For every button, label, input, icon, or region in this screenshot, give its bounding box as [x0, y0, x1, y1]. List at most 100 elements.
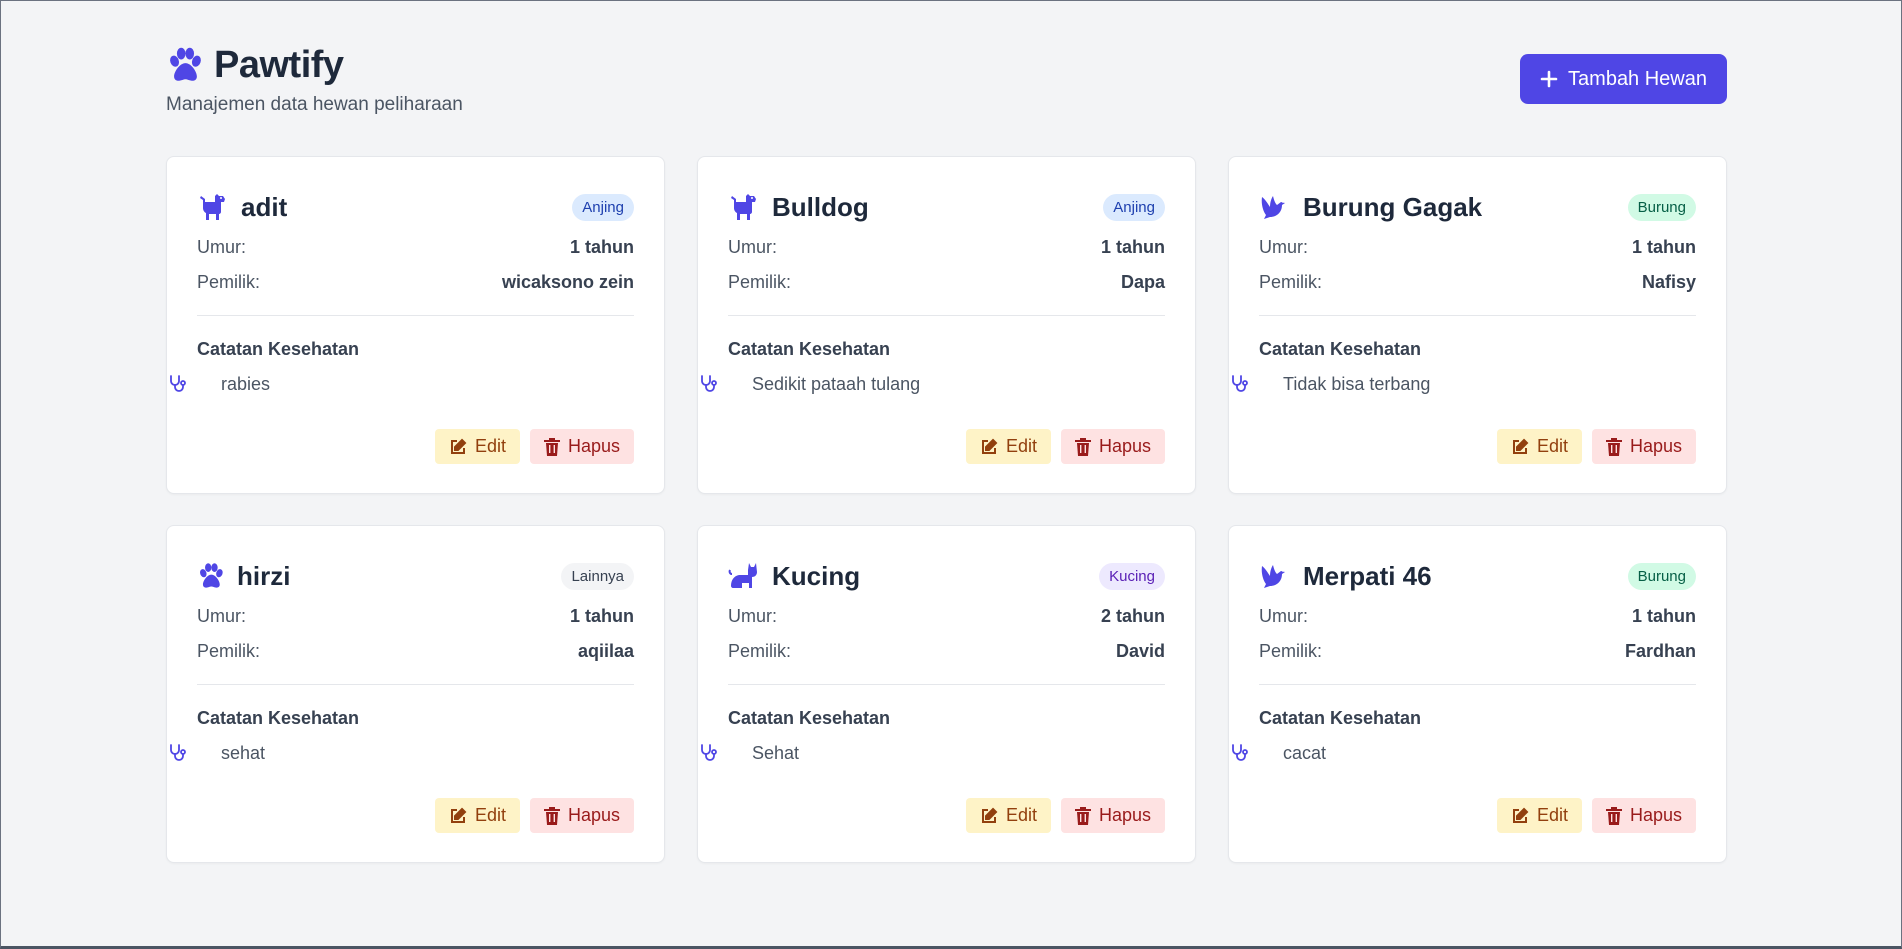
- divider: [728, 315, 1165, 316]
- trash-icon: [1605, 437, 1622, 456]
- trash-icon: [1074, 437, 1091, 456]
- stethoscope-icon: [167, 373, 189, 395]
- edit-label: Edit: [1005, 436, 1037, 456]
- pet-name: hirzi: [237, 560, 291, 591]
- health-notes-title: Catatan Kesehatan: [197, 708, 360, 728]
- card-title-wrap: hirzi: [197, 561, 290, 592]
- dove-icon: [1259, 560, 1291, 592]
- species-badge: Anjing: [572, 193, 634, 221]
- owner-label: Pemilik:: [728, 272, 792, 292]
- edit-label: Edit: [474, 805, 506, 825]
- owner-value: Fardhan: [1624, 641, 1696, 661]
- age-label: Umur:: [1259, 606, 1308, 626]
- edit-button[interactable]: Edit: [434, 429, 520, 464]
- owner-row: Pemilik: Nafisy: [1259, 272, 1696, 297]
- edit-label: Edit: [1536, 805, 1568, 825]
- age-value: 1 tahun: [1631, 237, 1696, 257]
- card-header: Burung Gagak Burung: [1259, 187, 1696, 227]
- app-container: Pawtify Manajemen data hewan peliharaan …: [166, 40, 1727, 863]
- card-actions: Edit Hapus: [965, 798, 1165, 833]
- edit-icon: [449, 438, 467, 456]
- age-value: 1 tahun: [1631, 606, 1696, 626]
- stethoscope-icon: [1229, 742, 1251, 764]
- health-note-text: cacat: [1283, 742, 1327, 763]
- delete-button[interactable]: Hapus: [1060, 429, 1165, 464]
- card-header: hirzi Lainnya: [197, 556, 634, 596]
- card-actions: Edit Hapus: [965, 429, 1165, 464]
- divider: [728, 684, 1165, 685]
- age-row: Umur: 1 tahun: [728, 237, 1165, 262]
- trash-icon: [1074, 806, 1091, 825]
- pet-card-4: hirzi Lainnya Umur: 1 tahun Pemilik: aqi…: [166, 525, 665, 863]
- delete-label: Hapus: [567, 436, 620, 456]
- age-value: 1 tahun: [1100, 237, 1165, 257]
- pet-name: Burung Gagak: [1303, 191, 1483, 222]
- edit-label: Edit: [474, 436, 506, 456]
- health-notes-title: Catatan Kesehatan: [1259, 708, 1422, 728]
- pet-card-5: Kucing Kucing Umur: 2 tahun Pemilik: Dav…: [697, 525, 1196, 863]
- edit-button[interactable]: Edit: [1496, 429, 1582, 464]
- plus-icon: [1540, 70, 1558, 88]
- add-pet-button[interactable]: Tambah Hewan: [1520, 54, 1727, 104]
- paw-icon: [197, 562, 225, 590]
- brand: Pawtify Manajemen data hewan peliharaan: [166, 40, 463, 116]
- health-notes-title: Catatan Kesehatan: [1259, 339, 1422, 359]
- trash-icon: [543, 806, 560, 825]
- age-value: 1 tahun: [569, 237, 634, 257]
- delete-button[interactable]: Hapus: [529, 429, 634, 464]
- delete-label: Hapus: [1098, 805, 1151, 825]
- card-header: Merpati 46 Burung: [1259, 556, 1696, 596]
- pet-name: Bulldog: [772, 191, 869, 222]
- edit-button[interactable]: Edit: [965, 798, 1051, 833]
- health-note-text: sehat: [221, 742, 266, 763]
- health-note: Sedikit pataah tulang: [698, 372, 1165, 396]
- edit-button[interactable]: Edit: [434, 798, 520, 833]
- edit-button[interactable]: Edit: [1496, 798, 1582, 833]
- age-row: Umur: 1 tahun: [197, 606, 634, 631]
- edit-button[interactable]: Edit: [965, 429, 1051, 464]
- card-header: Kucing Kucing: [728, 556, 1165, 596]
- pet-card-1: adit Anjing Umur: 1 tahun Pemilik: wicak…: [166, 156, 665, 494]
- dove-icon: [1259, 191, 1291, 223]
- delete-button[interactable]: Hapus: [1060, 798, 1165, 833]
- owner-label: Pemilik:: [1259, 272, 1323, 292]
- delete-button[interactable]: Hapus: [529, 798, 634, 833]
- stethoscope-icon: [167, 742, 189, 764]
- divider: [1259, 684, 1696, 685]
- card-title-wrap: Merpati 46: [1259, 560, 1432, 592]
- owner-value: David: [1115, 641, 1165, 661]
- health-notes-title: Catatan Kesehatan: [728, 708, 891, 728]
- card-header: Bulldog Anjing: [728, 187, 1165, 227]
- pet-name: Merpati 46: [1303, 560, 1432, 591]
- pet-card-3: Burung Gagak Burung Umur: 1 tahun Pemili…: [1228, 156, 1727, 494]
- owner-label: Pemilik:: [197, 641, 261, 661]
- delete-label: Hapus: [567, 805, 620, 825]
- age-row: Umur: 2 tahun: [728, 606, 1165, 631]
- cat-icon: [728, 560, 760, 592]
- divider: [197, 684, 634, 685]
- stethoscope-icon: [698, 373, 720, 395]
- page-header: Pawtify Manajemen data hewan peliharaan …: [166, 40, 1727, 156]
- health-note: Tidak bisa terbang: [1229, 372, 1696, 396]
- app-subtitle: Manajemen data hewan peliharaan: [166, 94, 463, 115]
- age-row: Umur: 1 tahun: [1259, 606, 1696, 631]
- age-row: Umur: 1 tahun: [197, 237, 634, 262]
- dog-icon: [197, 191, 229, 223]
- pet-name: Kucing: [772, 560, 861, 591]
- age-label: Umur:: [197, 237, 246, 257]
- edit-icon: [980, 807, 998, 825]
- edit-icon: [449, 807, 467, 825]
- owner-value: Dapa: [1120, 272, 1165, 292]
- stethoscope-icon: [1229, 373, 1251, 395]
- delete-button[interactable]: Hapus: [1591, 429, 1696, 464]
- delete-label: Hapus: [1098, 436, 1151, 456]
- delete-button[interactable]: Hapus: [1591, 798, 1696, 833]
- owner-row: Pemilik: wicaksono zein: [197, 272, 634, 297]
- health-note: rabies: [167, 372, 634, 396]
- edit-label: Edit: [1005, 805, 1037, 825]
- pet-grid: adit Anjing Umur: 1 tahun Pemilik: wicak…: [166, 156, 1727, 863]
- species-badge: Burung: [1627, 193, 1696, 221]
- card-actions: Edit Hapus: [434, 798, 634, 833]
- age-row: Umur: 1 tahun: [1259, 237, 1696, 262]
- age-label: Umur:: [728, 237, 777, 257]
